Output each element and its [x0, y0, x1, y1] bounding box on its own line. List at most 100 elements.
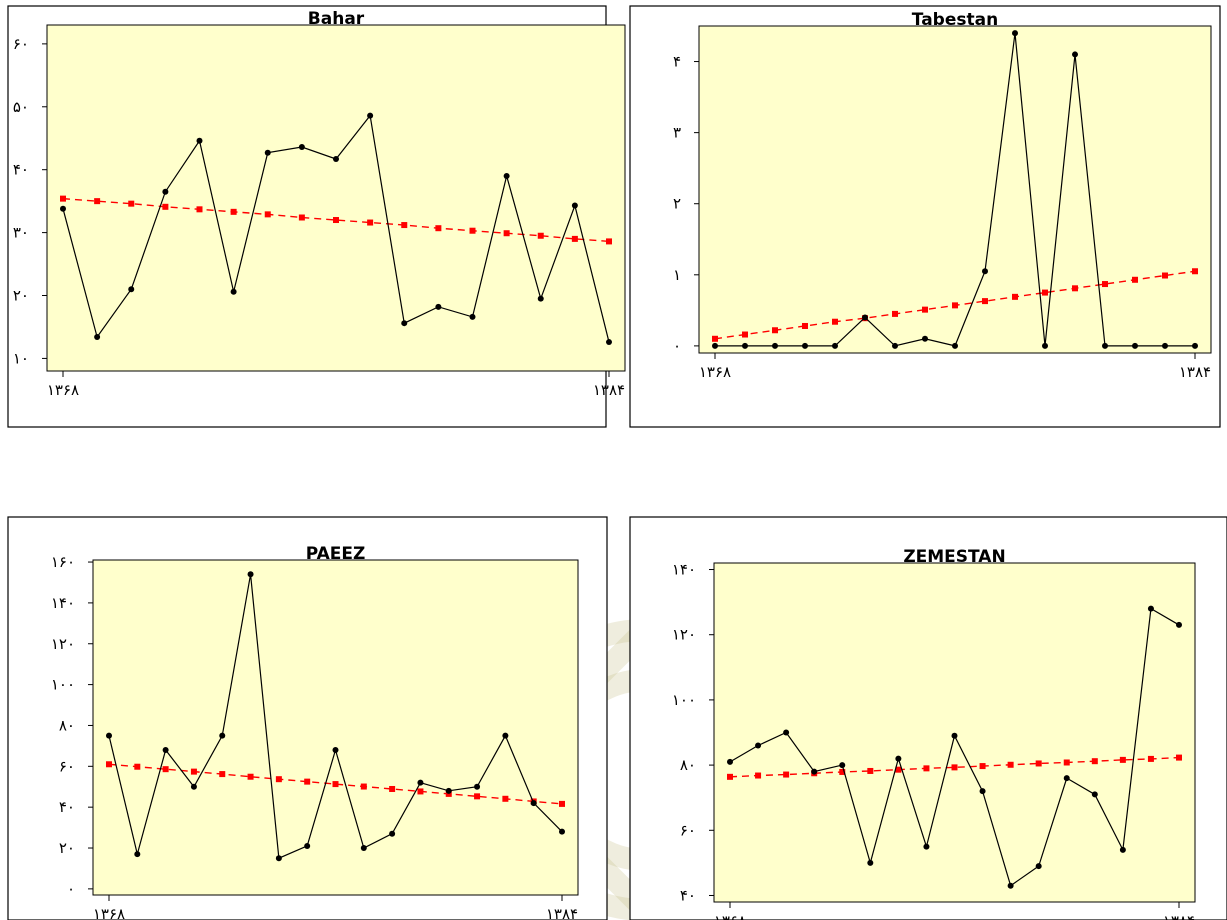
- data-point: [1072, 51, 1078, 58]
- data-point: [895, 755, 902, 762]
- data-point: [1063, 775, 1070, 782]
- data-point: [923, 843, 930, 850]
- y-tick-label: ۴۰: [59, 798, 75, 816]
- chart-panel-1: Bahar ۱۰ ۲۰ ۳۰ ۴۰ ۵۰ ۶۰ ۱۳۶۸ ۱۳۸۴: [7, 5, 626, 428]
- trend-point: [1132, 276, 1138, 283]
- data-point: [727, 758, 733, 765]
- trend-point: [1091, 758, 1098, 765]
- trend-point: [502, 795, 509, 802]
- trend-point: [892, 310, 898, 317]
- y-tick-label: ۲: [673, 195, 681, 213]
- plot-area: [46, 24, 626, 372]
- data-point: [922, 335, 928, 342]
- y-tick-label: ۱۶۰: [51, 553, 75, 571]
- y-tick-label: ۵۰: [13, 98, 29, 116]
- x-tick-label: ۱۳۸۴: [593, 381, 625, 399]
- trend-point: [832, 318, 838, 325]
- trend-point: [247, 773, 254, 780]
- y-tick-label: ۴۰: [13, 161, 29, 179]
- y-tick-label: ۲۰: [59, 839, 75, 857]
- trend-point: [134, 763, 141, 770]
- trend-point: [469, 227, 476, 234]
- y-tick-label: ۱۰۰: [51, 676, 75, 694]
- data-point: [332, 746, 339, 753]
- x-tick-label: ۱۳۸۴: [1179, 363, 1211, 381]
- chart-title: PAEEZ: [306, 544, 366, 564]
- data-point: [219, 732, 226, 739]
- data-point: [417, 779, 424, 786]
- data-point: [1042, 342, 1048, 349]
- data-point: [1132, 342, 1138, 349]
- data-point: [469, 313, 476, 320]
- data-point: [571, 202, 578, 209]
- data-point: [502, 732, 509, 739]
- trend-line: [62, 197, 610, 243]
- trend-point: [304, 778, 311, 785]
- trend-point: [772, 327, 778, 334]
- trend-point: [360, 783, 367, 790]
- trend-point: [128, 200, 135, 207]
- chart-panel-4: ZEMESTAN ۴۰ ۶۰ ۸۰ ۱۰۰ ۱۲۰ ۱۴۰ ۱۳۶۸ ۱۳۸۴: [629, 516, 1227, 920]
- data-point: [862, 314, 868, 321]
- y-tick-label: ۰: [67, 880, 75, 898]
- trend-point: [742, 331, 748, 338]
- data-point: [367, 112, 374, 119]
- trend-point: [60, 195, 66, 202]
- trend-point: [922, 306, 928, 313]
- data-point: [190, 783, 197, 790]
- y-tick-label: ۴۰: [680, 886, 696, 904]
- trend-point: [1012, 293, 1018, 300]
- trend-point: [1102, 281, 1108, 288]
- trend-point: [162, 203, 169, 210]
- trend-point: [1162, 272, 1168, 279]
- trend-point: [332, 781, 339, 788]
- data-point: [401, 320, 408, 327]
- trend-point: [1007, 761, 1014, 768]
- data-point: [979, 788, 986, 795]
- data-point: [275, 855, 282, 862]
- x-tick-label: ۱۳۶۸: [714, 912, 746, 920]
- trend-point: [389, 785, 396, 792]
- data-point: [1192, 342, 1198, 349]
- trend-point: [435, 225, 442, 232]
- data-point: [802, 342, 808, 349]
- data-point: [559, 828, 565, 835]
- data-point: [951, 732, 958, 739]
- data-point: [445, 787, 452, 794]
- data-point: [1012, 30, 1018, 37]
- data-point: [1119, 846, 1126, 853]
- data-point: [162, 188, 169, 195]
- trend-point: [417, 788, 424, 795]
- trend-point: [1192, 268, 1198, 275]
- data-point: [474, 783, 481, 790]
- chart-panel-2: Tabestan ۰ ۱ ۲ ۳ ۴ ۱۳۶۸ ۱۳۸۴: [629, 5, 1221, 428]
- x-tick-label: ۱۳۶۸: [699, 363, 731, 381]
- chart-panel-3: PAEEZ ۰ ۲۰ ۴۰ ۶۰ ۸۰ ۱۰۰ ۱۲۰ ۱۴۰ ۱۶۰ ۱۳۶۸ ۱۳۸۴: [7, 516, 608, 920]
- trend-point: [190, 768, 197, 775]
- trend-point: [606, 238, 612, 245]
- trend-point: [196, 206, 203, 213]
- y-tick-label: ۳: [673, 124, 681, 142]
- x-tick-label: ۱۳۶۸: [47, 381, 79, 399]
- data-point: [1147, 605, 1154, 612]
- y-tick-label: ۴: [673, 53, 681, 71]
- trend-point: [1147, 755, 1154, 762]
- trend-point: [401, 222, 408, 229]
- data-point: [742, 342, 748, 349]
- trend-point: [951, 764, 958, 771]
- data-point: [389, 830, 396, 837]
- data-point: [537, 295, 544, 302]
- y-tick-label: ۱۴۰: [51, 594, 75, 612]
- x-tick-label: ۱۳۸۴: [1163, 912, 1195, 920]
- trend-point: [571, 235, 578, 242]
- data-point: [1162, 342, 1168, 349]
- trend-point: [1119, 756, 1126, 763]
- y-tick-label: ۸۰: [680, 756, 696, 774]
- y-tick-label: ۱۴۰: [672, 561, 696, 579]
- data-point: [60, 205, 66, 212]
- data-point: [503, 172, 510, 179]
- data-point: [196, 137, 203, 144]
- trend-point: [712, 335, 718, 342]
- x-tick-label: ۱۳۸۴: [546, 905, 578, 920]
